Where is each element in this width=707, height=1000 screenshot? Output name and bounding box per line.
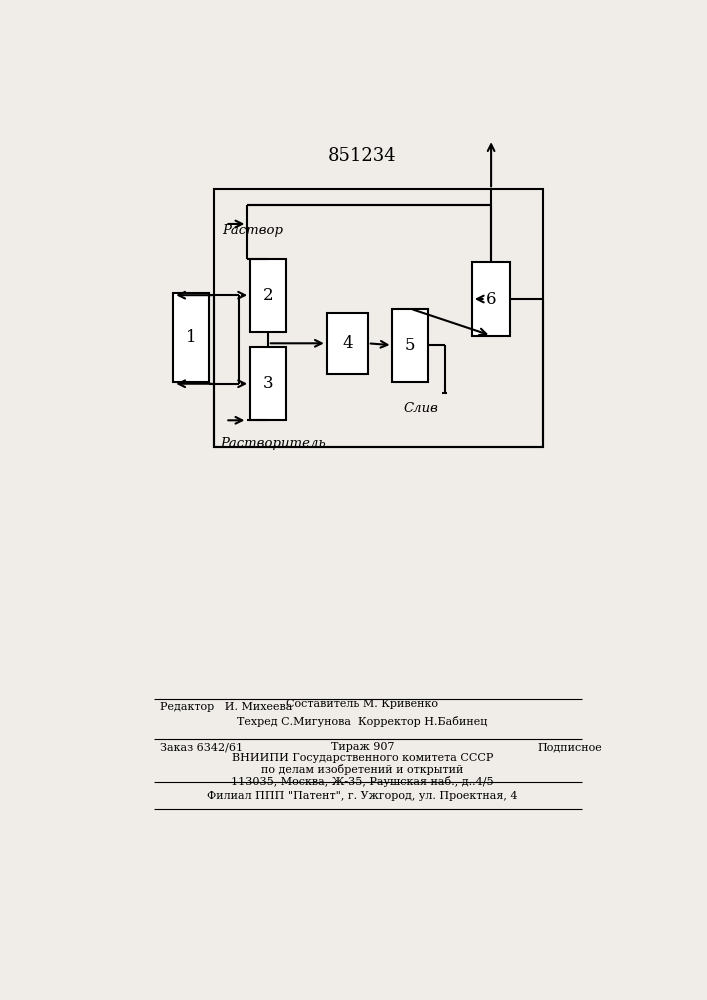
Text: 4: 4 (342, 335, 353, 352)
Bar (173, 293, 209, 382)
Text: Тираж 907: Тираж 907 (331, 742, 394, 752)
Bar (472, 262, 510, 336)
Text: по делам изобретений и открытий: по делам изобретений и открытий (261, 764, 464, 775)
Bar (392, 309, 428, 382)
Text: ВНИИПИ Государственного комитета СССР: ВНИИПИ Государственного комитета СССР (232, 753, 493, 763)
Text: Заказ 6342/61: Заказ 6342/61 (160, 742, 243, 752)
Text: 3: 3 (262, 375, 273, 392)
Text: Техред С.Мигунова  Корректор Н.Бабинец: Техред С.Мигунова Корректор Н.Бабинец (237, 716, 488, 727)
Text: Растворитель: Растворитель (220, 437, 326, 450)
Bar (327, 312, 368, 374)
Bar (214, 189, 543, 447)
Text: Составитель М. Кривенко: Составитель М. Кривенко (286, 699, 438, 709)
Text: 851234: 851234 (328, 147, 397, 165)
Text: Филиал ППП "Патент", г. Ужгород, ул. Проектная, 4: Филиал ППП "Патент", г. Ужгород, ул. Про… (207, 791, 518, 801)
Text: 1: 1 (186, 329, 197, 346)
Text: Слив: Слив (404, 402, 438, 415)
Bar (250, 259, 286, 332)
Text: Подписное: Подписное (538, 742, 602, 752)
Text: Раствор: Раствор (223, 224, 284, 237)
Text: 5: 5 (405, 337, 416, 354)
Text: 2: 2 (262, 287, 273, 304)
Text: 6: 6 (486, 291, 496, 308)
Text: 113035, Москва, Ж-35, Раушская наб., д..4/5: 113035, Москва, Ж-35, Раушская наб., д..… (231, 776, 493, 787)
Text: Редактор   И. Михеева: Редактор И. Михеева (160, 702, 292, 712)
Bar (250, 347, 286, 420)
